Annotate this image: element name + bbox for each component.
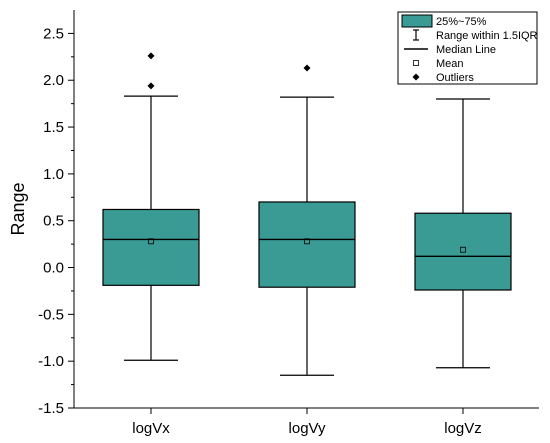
outlier-point: [147, 82, 155, 90]
legend-item-median: Median Line: [404, 44, 496, 56]
y-tick-label: 2.5: [43, 25, 64, 42]
y-tick-label: -1.5: [38, 400, 64, 417]
boxes: [102, 52, 512, 376]
iqr-box: [102, 208, 200, 286]
mean-marker: [148, 238, 154, 245]
outlier-point: [303, 64, 311, 72]
box-logVx: [102, 52, 200, 361]
y-tick-label: 1.0: [43, 166, 64, 183]
x-tick-label: logVx: [132, 420, 170, 437]
mean-marker: [460, 246, 466, 253]
y-tick-label: 0.0: [43, 260, 64, 277]
y-tick-label: 0.5: [43, 213, 64, 230]
legend-item-mean: Mean: [413, 58, 464, 70]
iqr-box: [258, 201, 356, 288]
mean-marker: [304, 238, 310, 245]
legend-box-swatch: [401, 14, 433, 28]
y-axis-title: Range: [8, 182, 28, 235]
legend-outlier-swatch: [412, 73, 420, 81]
legend-item-outlier: Outliers: [412, 72, 474, 84]
y-tick-label: -0.5: [38, 306, 64, 323]
x-tick-label: logVz: [444, 420, 482, 437]
legend-label: Mean: [436, 58, 464, 70]
y-tick-label: 1.5: [43, 119, 64, 136]
legend-label: Range within 1.5IQR: [436, 30, 538, 42]
legend-label: 25%~75%: [436, 16, 487, 28]
legend-mean-swatch: [413, 60, 419, 66]
x-axis: logVx logVy logVz: [74, 407, 539, 437]
legend: 25%~75% Range within 1.5IQR Median Line Mea…: [397, 11, 538, 85]
legend-item-box: 25%~75%: [401, 14, 487, 28]
x-tick-label: logVy: [289, 420, 326, 437]
outlier-point: [147, 52, 155, 60]
y-axis: -1.5 -1.0 -0.5 0.0 0.5 1.0 1.5 2.0 2.5: [38, 10, 75, 417]
y-tick-label: -1.0: [38, 353, 64, 370]
box-logVy: [258, 64, 356, 376]
box-logVz: [414, 98, 512, 369]
legend-label: Outliers: [436, 72, 474, 84]
legend-item-whisker: Range within 1.5IQR: [413, 29, 538, 42]
iqr-box: [414, 212, 512, 291]
y-tick-label: 2.0: [43, 72, 64, 89]
legend-label: Median Line: [436, 44, 496, 56]
